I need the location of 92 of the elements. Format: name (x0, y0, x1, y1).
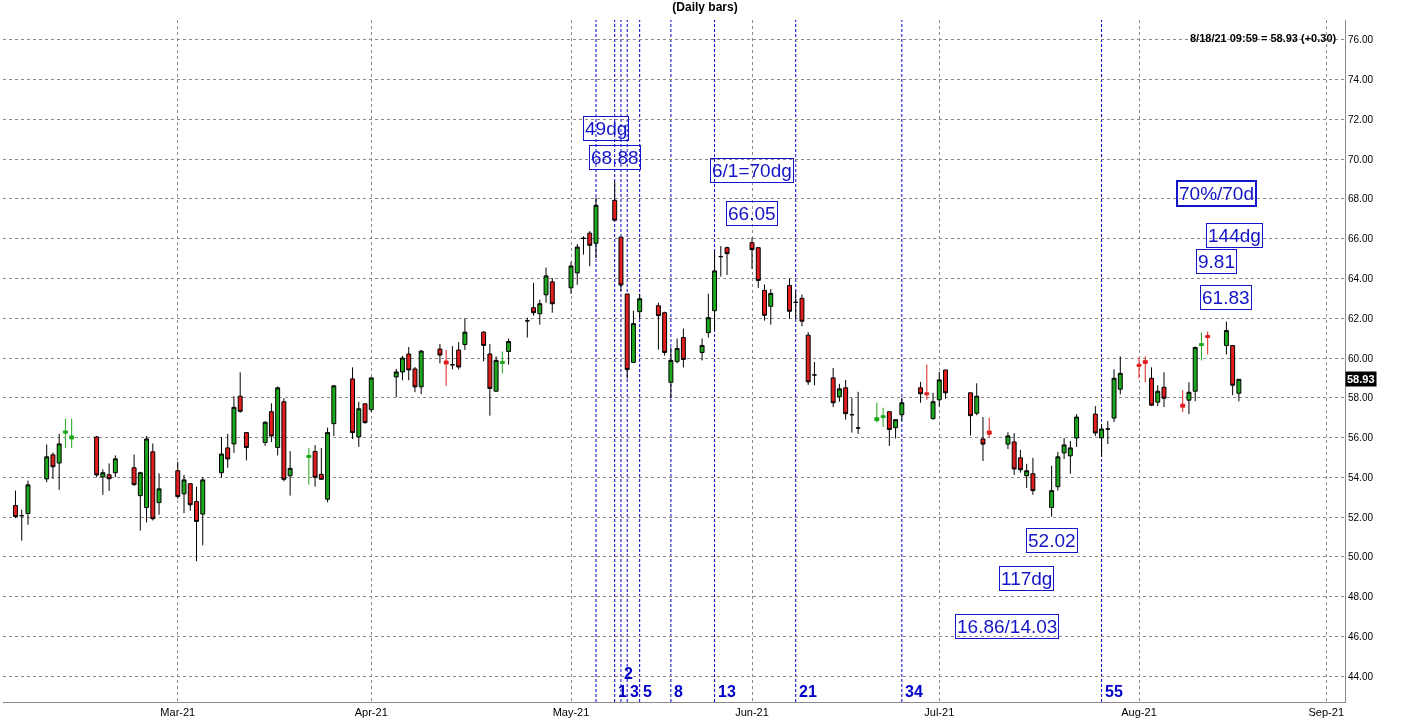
y-tick-label: 66.00 (1348, 233, 1374, 245)
candlestick (581, 235, 586, 256)
candlestick (1049, 465, 1055, 518)
ref-line-label: 5 (643, 683, 652, 700)
candlestick (612, 180, 618, 222)
annotation: 144dg (1208, 225, 1261, 246)
annotation: 6/1=70dg (712, 160, 792, 181)
candlestick (1142, 355, 1148, 383)
text: 58.93 (1347, 373, 1375, 385)
ref-line-label: 13 (718, 683, 736, 700)
candlestick (1074, 413, 1080, 448)
candlestick (855, 391, 861, 435)
candlestick (506, 338, 512, 366)
candlestick (899, 397, 905, 422)
annotation: 68.88 (591, 147, 639, 168)
x-tick-label: Apr-21 (354, 706, 388, 719)
candlestick (718, 245, 724, 277)
candlestick (243, 432, 249, 461)
candlestick (618, 236, 624, 292)
chart-title: (Daily bars) (672, 0, 738, 15)
candlestick (1205, 331, 1211, 355)
candlestick (637, 293, 643, 320)
ref-line-label: 8 (674, 683, 683, 700)
x-tick-label: Aug-21 (1121, 706, 1157, 719)
candlestick (849, 397, 855, 434)
candlestick (724, 246, 730, 276)
annotation: 16.86/14.03 (957, 616, 1058, 637)
candlestick (699, 338, 705, 361)
y-tick-label: 62.00 (1348, 312, 1374, 324)
candlestick (437, 343, 443, 364)
candlestick (25, 480, 31, 526)
x-tick-label: Mar-21 (160, 706, 196, 719)
y-tick-label: 52.00 (1348, 511, 1374, 523)
candlestick (13, 490, 18, 519)
ref-line-label: 3 (630, 683, 639, 700)
y-tick-label: 72.00 (1348, 113, 1374, 125)
y-tick-label: 74.00 (1348, 74, 1374, 86)
candlestick (1105, 420, 1111, 445)
candlestick (462, 317, 468, 351)
annotation: 66.05 (728, 203, 776, 224)
annotation: 49dg (585, 118, 628, 139)
candlestick (1136, 356, 1142, 379)
y-tick-label: 56.00 (1348, 432, 1374, 444)
y-tick-label: 50.00 (1348, 551, 1374, 563)
x-tick-label: Jun-21 (735, 706, 769, 719)
annotation: 61.83 (1202, 287, 1250, 308)
ref-line-label: 2 (624, 665, 633, 682)
ref-line-label: 1 (618, 683, 627, 700)
candlestick (443, 349, 449, 387)
annotation: 52.02 (1028, 530, 1076, 551)
x-tick-label: Sep-21 (1308, 706, 1345, 719)
ref-line-label: 55 (1105, 683, 1123, 700)
candlestick (449, 345, 455, 370)
candlestick (62, 418, 68, 449)
candlestick (1192, 345, 1198, 402)
candlestick (705, 293, 711, 339)
y-tick-label: 54.00 (1348, 471, 1374, 483)
y-tick-label: 64.00 (1348, 272, 1374, 284)
candlestick (930, 392, 936, 421)
y-tick-label: 58.00 (1348, 392, 1374, 404)
candlestick (712, 250, 718, 332)
y-tick-label: 44.00 (1348, 670, 1374, 682)
candlestick (980, 416, 986, 462)
x-tick-label: May-21 (552, 706, 590, 719)
candlestick (1055, 451, 1061, 492)
candlestick (69, 418, 75, 449)
annotation: 9.81 (1198, 251, 1235, 272)
candlestick (456, 341, 462, 370)
x-tick-label: Jul-21 (924, 706, 955, 719)
y-tick-label: 48.00 (1348, 591, 1374, 603)
candlestick (1198, 332, 1204, 361)
candlestick (787, 277, 792, 320)
candlestick (331, 384, 337, 437)
candlestick (19, 509, 25, 542)
y-tick-label: 76.00 (1348, 34, 1374, 46)
ref-line-label: 21 (799, 683, 817, 700)
y-tick-label: 46.00 (1348, 630, 1374, 642)
y-tick-label: 68.00 (1348, 193, 1374, 205)
ref-line-label: 34 (905, 683, 923, 700)
candlestick (306, 447, 312, 486)
annotation: 70%/70d (1179, 183, 1255, 204)
candlestick (1180, 389, 1186, 413)
annotation: 117dg (1001, 568, 1053, 589)
candlestick (112, 454, 118, 478)
candlestick (1186, 381, 1192, 415)
annotation: 8/18/21 09:59 = 58.93 (+0.30) (1190, 32, 1337, 44)
y-tick-label: 60.00 (1348, 352, 1374, 364)
candlestick (986, 417, 992, 439)
y-tick-label: 70.00 (1348, 153, 1374, 165)
candlestick (524, 317, 530, 339)
candlestick (106, 462, 112, 492)
candlestick (481, 330, 487, 362)
